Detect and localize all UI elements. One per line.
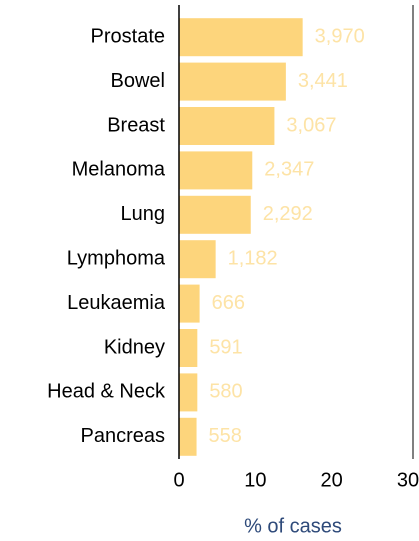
x-tick-label: 30 <box>397 469 419 491</box>
bar <box>179 62 286 101</box>
count-label: 2,292 <box>263 203 313 225</box>
bar <box>179 151 253 190</box>
bar <box>179 329 198 367</box>
bar <box>179 373 198 412</box>
bar <box>179 18 303 57</box>
bar <box>179 240 216 279</box>
y-tick-label: Prostate <box>91 25 165 47</box>
y-tick-label: Melanoma <box>72 159 166 181</box>
x-tick-label: 10 <box>244 469 266 491</box>
count-label: 2,347 <box>264 159 314 181</box>
y-tick-label: Head & Neck <box>47 381 166 403</box>
y-tick-label: Bowel <box>111 70 165 92</box>
count-label: 558 <box>209 425 242 447</box>
bar <box>179 284 200 323</box>
x-axis-label: % of cases <box>244 515 342 537</box>
count-label: 580 <box>209 381 242 403</box>
y-tick-label: Lung <box>121 203 166 225</box>
y-tick-label: Leukaemia <box>67 292 166 314</box>
bar <box>179 417 197 456</box>
count-label: 1,182 <box>228 247 278 269</box>
count-label: 666 <box>212 292 245 314</box>
x-tick-label: 20 <box>321 469 343 491</box>
count-label: 3,970 <box>315 25 365 47</box>
y-tick-label: Pancreas <box>81 425 166 447</box>
bar <box>179 107 275 145</box>
count-label: 591 <box>209 336 242 358</box>
y-tick-label: Lymphoma <box>67 247 166 269</box>
count-label: 3,441 <box>298 70 348 92</box>
y-tick-label: Breast <box>107 114 165 136</box>
y-tick-label: Kidney <box>104 336 165 358</box>
x-tick-label: 0 <box>173 469 184 491</box>
bar <box>179 195 251 234</box>
count-label: 3,067 <box>286 114 336 136</box>
